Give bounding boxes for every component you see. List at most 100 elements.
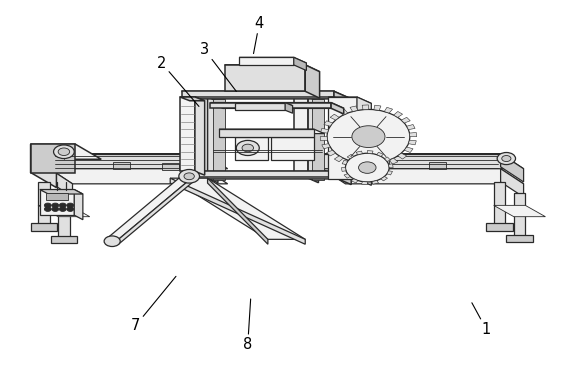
Polygon shape: [494, 182, 505, 227]
Circle shape: [67, 203, 74, 208]
Polygon shape: [235, 103, 293, 106]
Polygon shape: [210, 103, 331, 108]
Polygon shape: [46, 193, 69, 200]
Polygon shape: [374, 105, 381, 110]
Polygon shape: [31, 144, 101, 159]
Circle shape: [104, 236, 120, 246]
Polygon shape: [323, 153, 524, 169]
Polygon shape: [181, 171, 334, 177]
Polygon shape: [40, 190, 74, 215]
Polygon shape: [321, 128, 328, 133]
Circle shape: [497, 152, 516, 164]
Polygon shape: [181, 171, 351, 179]
Circle shape: [67, 207, 74, 211]
Polygon shape: [38, 205, 90, 217]
Circle shape: [44, 203, 51, 208]
Polygon shape: [50, 153, 73, 182]
Polygon shape: [58, 194, 70, 240]
Circle shape: [54, 145, 74, 158]
Circle shape: [52, 207, 59, 211]
Polygon shape: [367, 150, 373, 153]
Polygon shape: [51, 236, 77, 243]
Polygon shape: [387, 171, 392, 175]
Polygon shape: [320, 137, 327, 141]
Polygon shape: [344, 174, 350, 178]
Polygon shape: [213, 99, 225, 180]
Polygon shape: [38, 182, 50, 227]
Polygon shape: [514, 193, 525, 239]
Circle shape: [184, 173, 194, 180]
Polygon shape: [494, 205, 545, 217]
Text: 7: 7: [131, 276, 176, 333]
Circle shape: [52, 203, 59, 208]
Polygon shape: [357, 97, 372, 185]
Polygon shape: [239, 57, 294, 65]
Polygon shape: [408, 140, 416, 145]
Polygon shape: [113, 161, 130, 169]
Polygon shape: [31, 224, 57, 231]
Polygon shape: [50, 169, 73, 197]
Polygon shape: [324, 121, 332, 126]
Polygon shape: [334, 171, 351, 185]
Polygon shape: [369, 164, 375, 168]
Polygon shape: [285, 103, 293, 113]
Polygon shape: [323, 169, 524, 184]
Polygon shape: [180, 97, 204, 101]
Polygon shape: [308, 97, 319, 183]
Polygon shape: [207, 97, 218, 183]
Text: 8: 8: [243, 299, 252, 352]
Polygon shape: [356, 163, 363, 168]
Polygon shape: [506, 235, 533, 242]
Polygon shape: [344, 160, 353, 166]
Polygon shape: [372, 160, 389, 168]
Polygon shape: [312, 99, 324, 180]
Polygon shape: [170, 178, 305, 244]
Polygon shape: [294, 97, 308, 178]
Polygon shape: [323, 153, 501, 169]
Circle shape: [179, 169, 199, 183]
Polygon shape: [362, 105, 369, 110]
Circle shape: [352, 126, 385, 147]
Polygon shape: [342, 160, 348, 164]
Polygon shape: [327, 150, 336, 156]
Polygon shape: [401, 117, 410, 123]
Polygon shape: [384, 157, 391, 161]
Text: 2: 2: [157, 55, 199, 106]
Polygon shape: [207, 178, 268, 244]
Polygon shape: [397, 153, 407, 159]
Polygon shape: [351, 179, 358, 183]
Circle shape: [59, 203, 66, 208]
Polygon shape: [404, 147, 413, 152]
Polygon shape: [347, 154, 354, 159]
Polygon shape: [219, 129, 314, 138]
Polygon shape: [193, 97, 207, 178]
Polygon shape: [181, 91, 334, 97]
Text: 1: 1: [472, 303, 491, 337]
Polygon shape: [305, 65, 320, 98]
Polygon shape: [334, 91, 351, 105]
Polygon shape: [294, 57, 306, 70]
Polygon shape: [210, 103, 344, 108]
Polygon shape: [362, 182, 367, 185]
Polygon shape: [377, 152, 384, 157]
Polygon shape: [342, 168, 346, 171]
Circle shape: [44, 207, 51, 211]
Polygon shape: [389, 158, 398, 164]
Polygon shape: [339, 109, 348, 115]
Polygon shape: [410, 133, 416, 137]
Polygon shape: [235, 103, 285, 110]
Circle shape: [58, 148, 70, 155]
Polygon shape: [331, 103, 344, 114]
Polygon shape: [50, 153, 204, 169]
Polygon shape: [239, 57, 306, 63]
Polygon shape: [50, 153, 228, 169]
Polygon shape: [225, 65, 305, 91]
Polygon shape: [225, 65, 320, 72]
Polygon shape: [40, 190, 83, 194]
Polygon shape: [328, 97, 357, 179]
Polygon shape: [119, 174, 196, 244]
Circle shape: [359, 162, 376, 173]
Polygon shape: [31, 144, 75, 172]
Polygon shape: [219, 129, 324, 134]
Polygon shape: [330, 114, 339, 120]
